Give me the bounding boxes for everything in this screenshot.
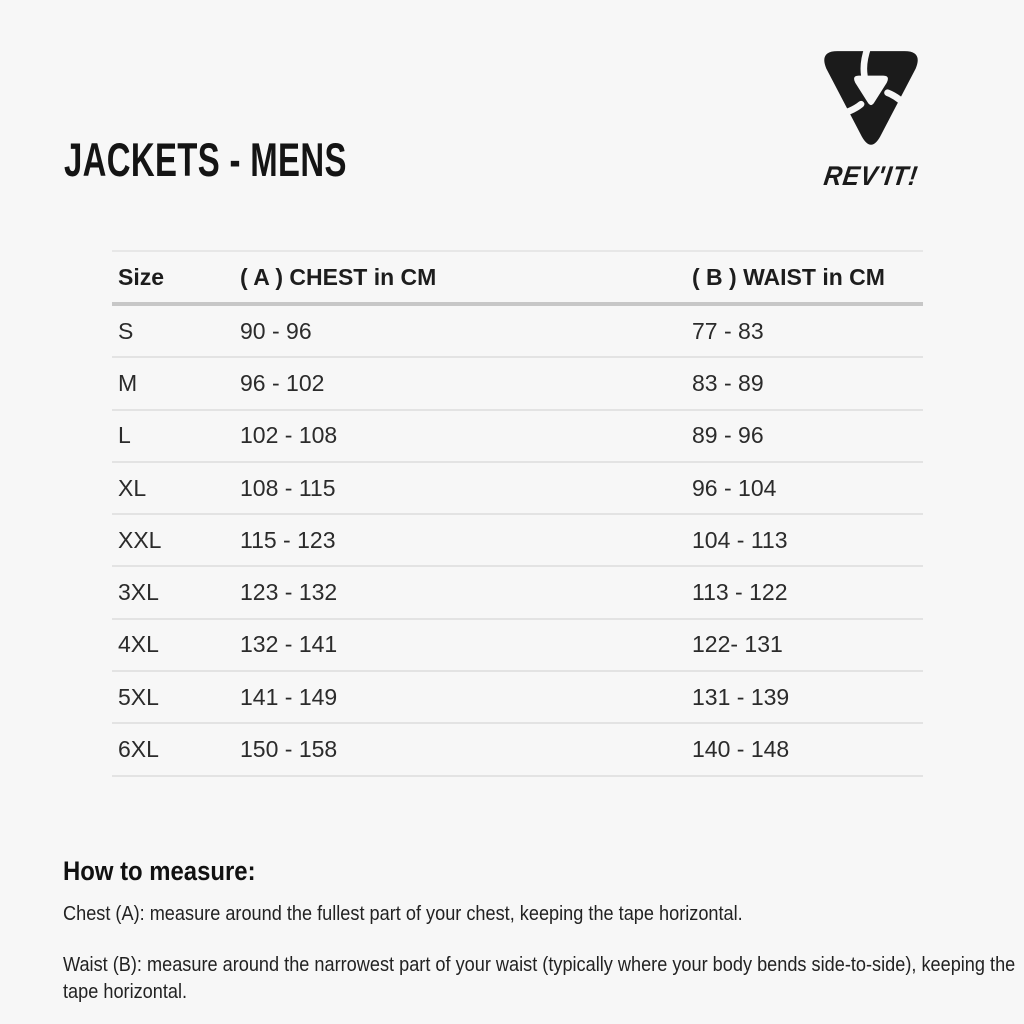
size-chart-body: S 90 - 96 77 - 83 M 96 - 102 83 - 89 L 1… xyxy=(112,304,923,777)
revit-triskelion-logo-icon xyxy=(823,44,918,145)
chest-cell: 102 - 108 xyxy=(240,409,692,463)
column-header-size: Size xyxy=(112,250,240,306)
size-chart-table: Size ( A ) CHEST in CM ( B ) WAIST in CM… xyxy=(112,250,923,777)
waist-cell: 104 - 113 xyxy=(692,514,923,568)
size-cell: 4XL xyxy=(112,618,240,673)
size-cell: L xyxy=(112,409,240,463)
waist-cell: 83 - 89 xyxy=(692,357,923,411)
waist-cell: 89 - 96 xyxy=(692,409,923,463)
page-title-text: JACKETS - MENS xyxy=(64,133,347,186)
table-row: 5XL 141 - 149 131 - 139 xyxy=(112,671,923,725)
table-row: 6XL 150 - 158 140 - 148 xyxy=(112,723,923,777)
table-row: M 96 - 102 83 - 89 xyxy=(112,357,923,411)
chest-cell: 115 - 123 xyxy=(240,514,692,568)
waist-cell: 113 - 122 xyxy=(692,566,923,620)
chest-cell: 96 - 102 xyxy=(240,357,692,411)
brand-wordmark: REV'IT! xyxy=(821,161,920,191)
table-row: S 90 - 96 77 - 83 xyxy=(112,304,923,359)
waist-cell: 96 - 104 xyxy=(692,461,923,516)
size-cell: 5XL xyxy=(112,671,240,725)
size-cell: 3XL xyxy=(112,566,240,620)
header-row: Size ( A ) CHEST in CM ( B ) WAIST in CM xyxy=(112,250,923,306)
chest-cell: 108 - 115 xyxy=(240,461,692,516)
how-to-measure-section: How to measure: Chest (A): measure aroun… xyxy=(63,856,1024,1024)
size-cell: XL xyxy=(112,461,240,516)
chest-cell: 132 - 141 xyxy=(240,618,692,673)
column-header-chest: ( A ) CHEST in CM xyxy=(240,250,692,306)
waist-cell: 140 - 148 xyxy=(692,723,923,777)
waist-instruction: Waist (B): measure around the narrowest … xyxy=(63,953,1016,1004)
brand-logo: REV'IT! xyxy=(793,44,948,192)
page-title: JACKETS - MENS xyxy=(64,136,468,183)
table-row: 4XL 132 - 141 122- 131 xyxy=(112,618,923,673)
chest-cell: 90 - 96 xyxy=(240,304,692,359)
size-cell: XXL xyxy=(112,514,240,568)
size-chart-header: Size ( A ) CHEST in CM ( B ) WAIST in CM xyxy=(112,250,923,306)
table-row: XXL 115 - 123 104 - 113 xyxy=(112,514,923,568)
chest-cell: 150 - 158 xyxy=(240,723,692,777)
table-row: 3XL 123 - 132 113 - 122 xyxy=(112,566,923,620)
size-cell: 6XL xyxy=(112,723,240,777)
chest-cell: 141 - 149 xyxy=(240,671,692,725)
chest-instruction: Chest (A): measure around the fullest pa… xyxy=(63,902,743,925)
table-row: L 102 - 108 89 - 96 xyxy=(112,409,923,463)
how-to-measure-heading: How to measure: xyxy=(63,856,256,886)
waist-cell: 131 - 139 xyxy=(692,671,923,725)
size-cell: M xyxy=(112,357,240,411)
waist-cell: 122- 131 xyxy=(692,618,923,673)
column-header-waist: ( B ) WAIST in CM xyxy=(692,250,923,306)
waist-cell: 77 - 83 xyxy=(692,304,923,359)
size-cell: S xyxy=(112,304,240,359)
table-row: XL 108 - 115 96 - 104 xyxy=(112,461,923,516)
chest-cell: 123 - 132 xyxy=(240,566,692,620)
